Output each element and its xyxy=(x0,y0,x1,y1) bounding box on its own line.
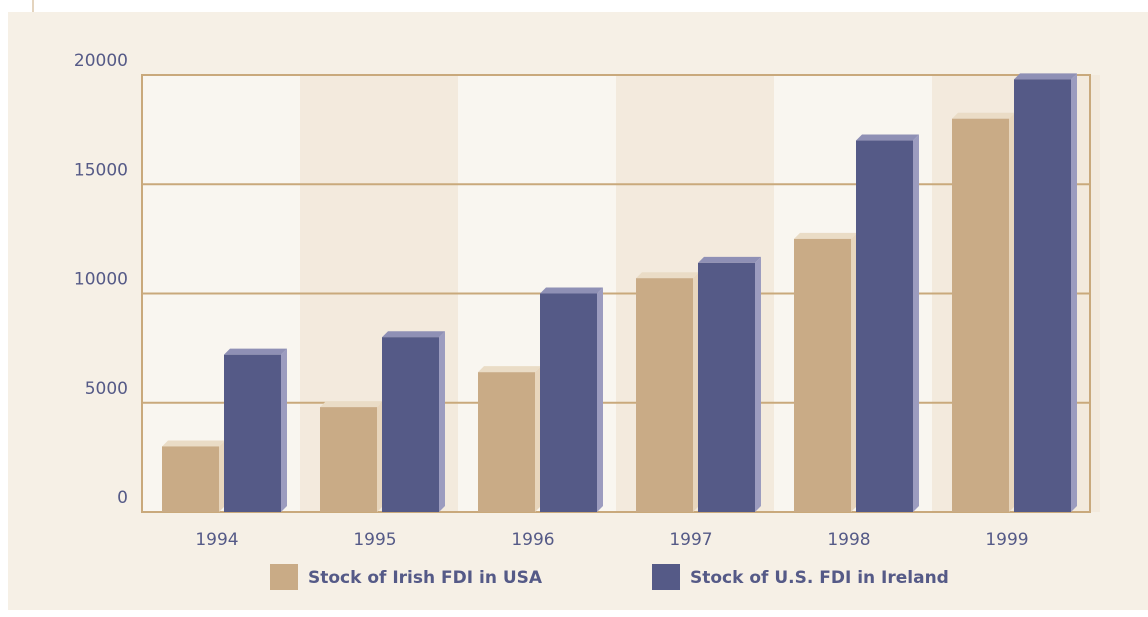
bar-face xyxy=(478,372,535,512)
bar xyxy=(162,440,225,512)
legend-swatch xyxy=(652,564,680,590)
bar-side xyxy=(219,440,225,512)
legend-swatch xyxy=(270,564,298,590)
bar-top xyxy=(540,287,603,294)
y-tick-label: 5000 xyxy=(85,379,128,399)
bar-side xyxy=(1009,112,1015,512)
bar-top xyxy=(636,272,699,279)
bar-face xyxy=(224,354,281,512)
bar-side xyxy=(913,134,919,513)
bar xyxy=(1014,73,1077,513)
bar-side xyxy=(597,287,603,512)
bar-side xyxy=(439,331,445,512)
bar xyxy=(478,366,541,512)
bar-face xyxy=(636,278,693,512)
bar-top xyxy=(224,348,287,355)
bar xyxy=(952,112,1015,512)
plot-border xyxy=(141,74,1091,513)
bar-face xyxy=(382,337,439,512)
y-tick-label: 10000 xyxy=(74,270,128,290)
x-tick-label: 1997 xyxy=(669,530,712,550)
bar-top xyxy=(382,331,445,338)
bar xyxy=(698,256,761,512)
bar-top xyxy=(698,256,761,263)
bar-face xyxy=(162,446,219,512)
bar-top xyxy=(478,366,541,373)
y-tick-label: 20000 xyxy=(74,51,128,71)
bar-top xyxy=(320,401,383,408)
bar-top xyxy=(856,134,919,141)
bar-top xyxy=(1014,73,1077,80)
bar-face xyxy=(320,407,377,512)
bar xyxy=(320,401,383,512)
bar-side xyxy=(755,256,761,512)
bar xyxy=(636,272,699,512)
x-tick-label: 1994 xyxy=(195,530,238,550)
bar-side xyxy=(535,366,541,512)
bar xyxy=(382,331,445,512)
bar-face xyxy=(1014,79,1071,513)
bar-side xyxy=(851,232,857,512)
bar-side xyxy=(377,401,383,512)
x-tick-label: 1995 xyxy=(353,530,396,550)
bar xyxy=(856,134,919,513)
bar-face xyxy=(952,118,1009,512)
bar-top xyxy=(794,232,857,239)
legend-label: Stock of U.S. FDI in Ireland xyxy=(690,568,949,588)
bar-side xyxy=(281,348,287,512)
bar-face xyxy=(794,238,851,512)
bar-face xyxy=(698,262,755,512)
bar-side xyxy=(693,272,699,512)
bar xyxy=(794,232,857,512)
bar-top xyxy=(162,440,225,447)
y-tick-label: 0 xyxy=(117,488,128,508)
x-tick-label: 1999 xyxy=(985,530,1028,550)
bar xyxy=(540,287,603,512)
bar xyxy=(224,348,287,512)
bar-side xyxy=(1071,73,1077,513)
bar-face xyxy=(856,140,913,513)
x-tick-label: 1996 xyxy=(511,530,554,550)
bar-top xyxy=(952,112,1015,119)
bar-face xyxy=(540,293,597,512)
y-tick-label: 15000 xyxy=(74,160,128,180)
legend-label: Stock of Irish FDI in USA xyxy=(308,568,543,588)
x-tick-label: 1998 xyxy=(827,530,870,550)
